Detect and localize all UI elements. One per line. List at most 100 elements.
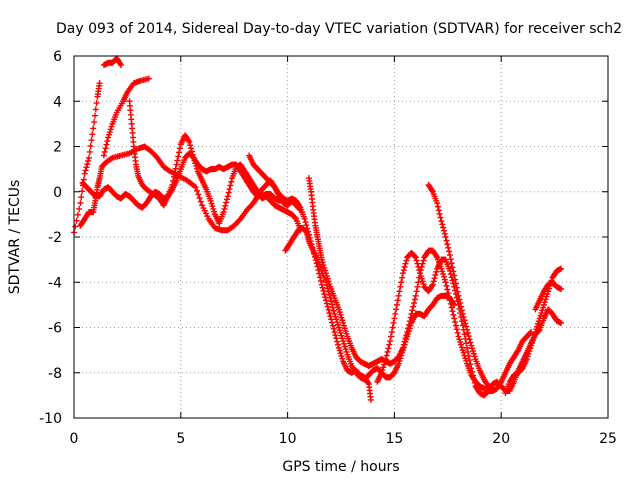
data-point bbox=[399, 347, 406, 354]
y-tick-label: -6 bbox=[48, 321, 62, 337]
data-point bbox=[402, 260, 409, 267]
data-point bbox=[211, 208, 218, 215]
data-point bbox=[380, 364, 387, 371]
data-point bbox=[187, 142, 194, 149]
data-point bbox=[390, 319, 397, 326]
data-point bbox=[418, 275, 425, 282]
data-point bbox=[531, 331, 538, 338]
data-point bbox=[335, 341, 342, 348]
data-point bbox=[332, 313, 339, 320]
data-point bbox=[467, 361, 474, 368]
data-point bbox=[449, 264, 456, 271]
data-point bbox=[431, 275, 438, 282]
data-point bbox=[322, 294, 329, 301]
data-point bbox=[465, 333, 472, 340]
data-point bbox=[197, 198, 204, 205]
data-point bbox=[401, 263, 408, 270]
data-point bbox=[438, 218, 445, 225]
data-point bbox=[445, 244, 452, 251]
data-point bbox=[301, 215, 308, 222]
data-point bbox=[321, 291, 328, 298]
data-point bbox=[226, 186, 233, 193]
data-point bbox=[302, 228, 309, 235]
data-point bbox=[397, 355, 404, 362]
data-point bbox=[432, 272, 439, 279]
data-point bbox=[420, 257, 427, 264]
data-point bbox=[378, 369, 385, 376]
data-point bbox=[96, 80, 103, 87]
data-point bbox=[292, 214, 299, 221]
data-point bbox=[453, 284, 460, 291]
data-point bbox=[194, 187, 201, 194]
data-point bbox=[416, 267, 423, 274]
data-point bbox=[173, 161, 180, 168]
y-tick-label: -8 bbox=[48, 366, 62, 382]
data-point bbox=[523, 356, 530, 363]
data-point bbox=[326, 310, 333, 317]
data-point bbox=[463, 323, 470, 330]
data-point bbox=[328, 316, 335, 323]
data-point bbox=[340, 340, 347, 347]
data-point bbox=[442, 234, 449, 240]
data-point bbox=[401, 341, 408, 348]
data-point bbox=[441, 276, 448, 283]
data-point bbox=[200, 205, 207, 212]
data-point bbox=[108, 123, 115, 130]
data-point bbox=[85, 154, 92, 161]
x-tick-label: 10 bbox=[279, 431, 297, 447]
chart-title: Day 093 of 2014, Sidereal Day-to-day VTE… bbox=[56, 21, 622, 37]
data-point bbox=[192, 160, 199, 167]
data-point bbox=[326, 291, 333, 298]
data-point bbox=[204, 213, 211, 220]
data-point bbox=[439, 268, 446, 275]
data-point bbox=[330, 307, 337, 314]
data-point bbox=[402, 338, 409, 345]
data-point bbox=[446, 248, 453, 255]
data-point bbox=[458, 341, 465, 348]
data-point bbox=[81, 170, 88, 177]
data-point bbox=[414, 260, 421, 267]
data-point bbox=[201, 207, 208, 214]
data-point bbox=[188, 145, 195, 152]
data-point bbox=[533, 326, 540, 333]
data-point bbox=[341, 325, 348, 332]
data-point bbox=[468, 342, 475, 349]
data-point bbox=[450, 268, 457, 275]
x-tick-label: 5 bbox=[176, 431, 185, 447]
data-point bbox=[93, 100, 100, 107]
data-point bbox=[330, 325, 337, 332]
data-point bbox=[192, 184, 199, 191]
data-point bbox=[317, 277, 324, 284]
data-point bbox=[448, 260, 455, 267]
data-point bbox=[327, 313, 334, 320]
y-tick-label: 0 bbox=[53, 185, 62, 201]
data-point bbox=[106, 131, 113, 138]
data-point bbox=[469, 368, 476, 375]
data-point bbox=[439, 221, 446, 228]
data-point bbox=[540, 304, 547, 311]
data-point bbox=[411, 253, 418, 260]
data-point bbox=[388, 329, 395, 336]
data-point bbox=[78, 194, 85, 201]
series-track-11 bbox=[425, 181, 496, 394]
data-point bbox=[395, 360, 402, 367]
data-point bbox=[395, 292, 402, 299]
data-point bbox=[302, 219, 309, 226]
data-point bbox=[336, 347, 343, 354]
data-point bbox=[468, 365, 475, 372]
y-axis-title: SDTVAR / TECUs bbox=[7, 180, 23, 295]
data-point bbox=[209, 203, 216, 210]
data-point bbox=[324, 303, 331, 310]
data-point bbox=[323, 300, 330, 307]
data-point bbox=[335, 344, 342, 351]
data-point bbox=[170, 177, 177, 184]
data-point bbox=[394, 297, 401, 304]
data-point bbox=[451, 315, 458, 322]
data-point bbox=[194, 165, 201, 172]
data-point bbox=[186, 138, 193, 145]
data-point bbox=[191, 157, 198, 164]
data-point bbox=[336, 309, 343, 316]
data-point bbox=[538, 310, 545, 317]
data-point bbox=[385, 345, 392, 352]
